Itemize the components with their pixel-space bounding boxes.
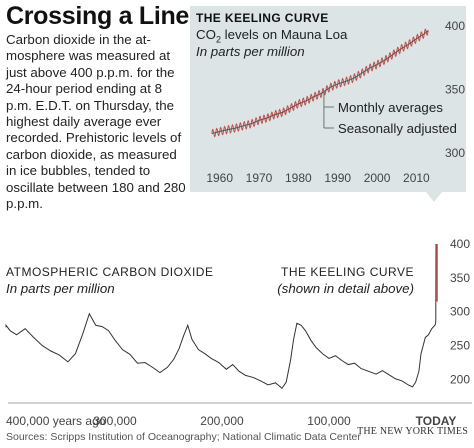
main-chart-title: ATMOSPHERIC CARBON DIOXIDE xyxy=(6,265,214,279)
keeling-unit: In parts per million xyxy=(196,44,305,59)
keeling-seasonally-adjusted-line xyxy=(211,30,429,135)
credit-line: THE NEW YORK TIMES xyxy=(357,426,468,437)
main-y-tick-label: 400 xyxy=(450,237,470,251)
keeling-y-tick-label: 350 xyxy=(445,83,465,97)
main-x-tick-label: TODAY xyxy=(416,414,457,428)
keeling-subtitle-suffix: levels on Mauna Loa xyxy=(220,27,348,42)
main-y-tick-label: 200 xyxy=(450,372,470,386)
keeling-annotation-monthly: Monthly averages xyxy=(338,100,443,115)
keeling-x-tick-label: 2010 xyxy=(403,171,430,185)
keeling-annotation-seasonal: Seasonally adjusted xyxy=(338,121,457,136)
main-x-tick-label: 200,000 xyxy=(200,414,244,428)
modern-rise-line xyxy=(434,243,437,326)
main-y-tick-label: 350 xyxy=(450,271,470,285)
keeling-callout-label: THE KEELING CURVE xyxy=(281,265,414,279)
keeling-x-tick-label: 1980 xyxy=(285,171,312,185)
main-y-tick-label: 250 xyxy=(450,339,470,353)
keeling-subtitle: CO2 levels on Mauna Loa xyxy=(196,27,347,45)
source-line: Sources: Scripps Institution of Oceanogr… xyxy=(6,431,361,443)
keeling-x-tick-label: 1990 xyxy=(324,171,351,185)
keeling-x-tick-label: 2000 xyxy=(364,171,391,185)
main-x-tick-label: 400,000 years ago xyxy=(6,414,106,428)
main-y-tick-label: 300 xyxy=(450,305,470,319)
keeling-title: THE KEELING CURVE xyxy=(196,11,329,25)
keeling-subtitle-prefix: CO xyxy=(196,27,216,42)
keeling-y-tick-label: 400 xyxy=(445,19,465,33)
keeling-callout-note: (shown in detail above) xyxy=(277,281,414,296)
keeling-y-tick-label: 300 xyxy=(445,146,465,160)
keeling-inset-pointer xyxy=(426,192,442,202)
keeling-x-tick-label: 1960 xyxy=(206,171,233,185)
main-x-tick-label: 300,000 xyxy=(93,414,137,428)
ice-core-co2-line xyxy=(5,312,436,389)
main-chart-unit: In parts per million xyxy=(6,281,115,296)
main-x-tick-label: 100,000 xyxy=(307,414,351,428)
keeling-x-tick-label: 1970 xyxy=(246,171,273,185)
headline: Crossing a Line xyxy=(6,2,190,30)
intro-text: Carbon dioxide in the at-mosphere was me… xyxy=(6,32,186,212)
keeling-subtitle-subscript: 2 xyxy=(215,34,221,45)
